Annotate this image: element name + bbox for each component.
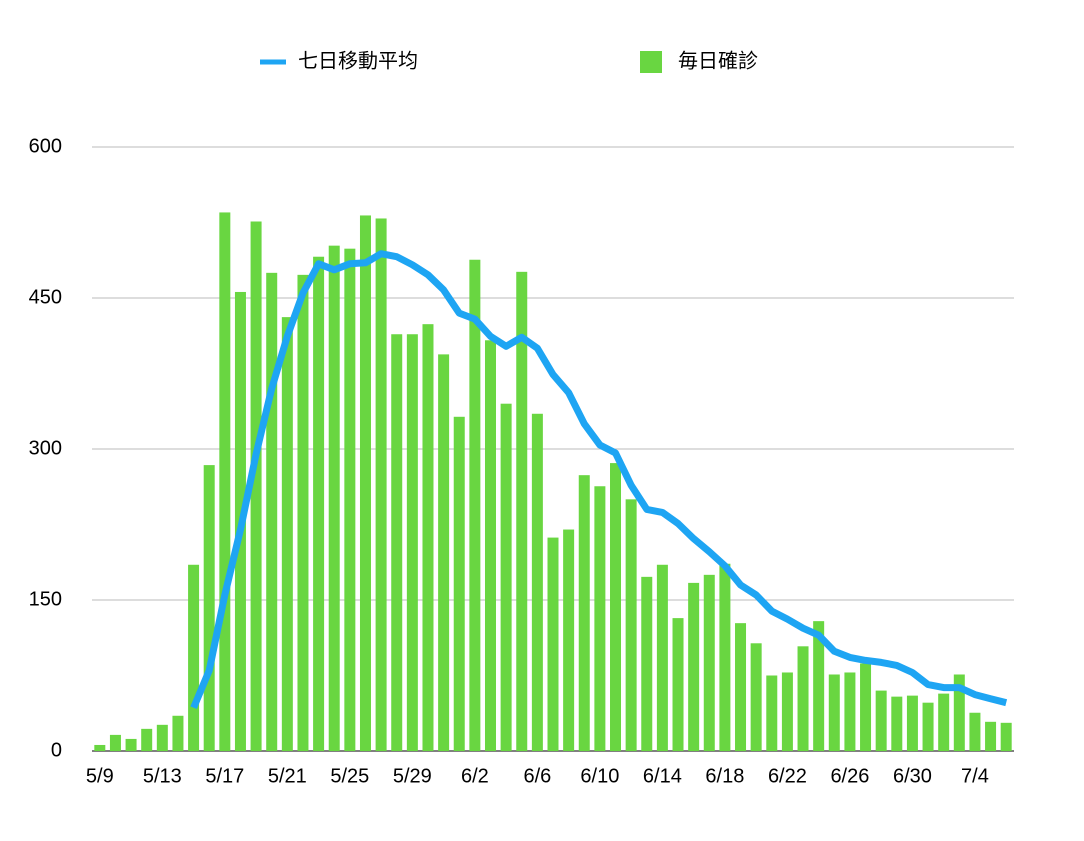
bar bbox=[735, 623, 747, 751]
bar bbox=[266, 272, 278, 751]
x-tick-label: 6/10 bbox=[580, 765, 619, 787]
x-tick-label: 5/21 bbox=[268, 765, 307, 787]
bar bbox=[985, 721, 997, 751]
bar bbox=[438, 354, 450, 751]
bar bbox=[375, 218, 387, 751]
bar bbox=[281, 317, 293, 751]
bar bbox=[313, 256, 325, 751]
bar bbox=[750, 643, 762, 751]
bar bbox=[484, 340, 496, 751]
bar bbox=[453, 416, 465, 751]
bar bbox=[953, 674, 965, 751]
y-tick-label: 450 bbox=[29, 286, 62, 308]
bar bbox=[719, 563, 731, 751]
x-tick-label: 6/14 bbox=[643, 765, 682, 787]
bar bbox=[922, 702, 934, 751]
bar bbox=[875, 690, 887, 751]
bar bbox=[422, 324, 434, 751]
bar bbox=[797, 646, 809, 751]
bar bbox=[547, 537, 559, 751]
legend-label: 毎日確診 bbox=[678, 49, 758, 72]
bar bbox=[500, 403, 512, 751]
bar bbox=[516, 271, 528, 751]
legend-label: 七日移動平均 bbox=[298, 49, 418, 72]
bar bbox=[391, 334, 403, 751]
bar bbox=[906, 695, 918, 751]
bar bbox=[703, 574, 715, 751]
x-tick-label: 6/6 bbox=[523, 765, 551, 787]
bar bbox=[610, 463, 622, 751]
y-tick-label: 0 bbox=[51, 739, 62, 761]
bar bbox=[141, 728, 153, 751]
bar bbox=[625, 499, 637, 751]
y-tick-label: 300 bbox=[29, 437, 62, 459]
bar bbox=[359, 215, 371, 751]
x-tick-label: 5/29 bbox=[393, 765, 432, 787]
bar bbox=[469, 259, 481, 751]
bar bbox=[109, 734, 121, 751]
bar bbox=[250, 221, 262, 751]
bar bbox=[641, 576, 653, 751]
y-tick-label: 600 bbox=[29, 135, 62, 157]
x-tick-label: 6/18 bbox=[705, 765, 744, 787]
x-tick-label: 5/25 bbox=[330, 765, 369, 787]
x-tick-label: 6/26 bbox=[830, 765, 869, 787]
bar bbox=[406, 334, 418, 751]
bar bbox=[1000, 722, 1012, 751]
bar bbox=[594, 486, 606, 751]
bar bbox=[860, 663, 872, 751]
legend-swatch bbox=[640, 51, 662, 73]
x-tick-label: 6/30 bbox=[893, 765, 932, 787]
bar bbox=[813, 621, 825, 751]
bar bbox=[844, 672, 856, 751]
bar bbox=[297, 274, 309, 751]
x-tick-label: 7/4 bbox=[961, 765, 989, 787]
x-tick-label: 5/17 bbox=[205, 765, 244, 787]
bar bbox=[891, 696, 903, 751]
bar bbox=[578, 475, 590, 751]
bar bbox=[203, 465, 215, 751]
bar bbox=[531, 413, 543, 751]
bar bbox=[188, 564, 200, 751]
x-tick-label: 6/22 bbox=[768, 765, 807, 787]
bar bbox=[656, 564, 668, 751]
bar bbox=[766, 675, 778, 751]
bar bbox=[125, 738, 137, 751]
bar bbox=[938, 693, 950, 751]
x-tick-label: 6/2 bbox=[461, 765, 489, 787]
bar bbox=[781, 672, 793, 751]
bar bbox=[828, 674, 840, 751]
bar bbox=[969, 712, 981, 751]
x-tick-label: 5/9 bbox=[86, 765, 114, 787]
bar bbox=[219, 212, 231, 751]
bar bbox=[344, 248, 356, 751]
bar bbox=[563, 529, 575, 751]
bar bbox=[172, 715, 184, 751]
bar bbox=[688, 582, 700, 751]
bar bbox=[672, 618, 684, 751]
bar bbox=[328, 245, 340, 752]
line bbox=[190, 250, 1008, 710]
y-tick-label: 150 bbox=[29, 588, 62, 610]
x-tick-label: 5/13 bbox=[143, 765, 182, 787]
bar bbox=[156, 724, 168, 751]
bar bbox=[94, 744, 106, 751]
